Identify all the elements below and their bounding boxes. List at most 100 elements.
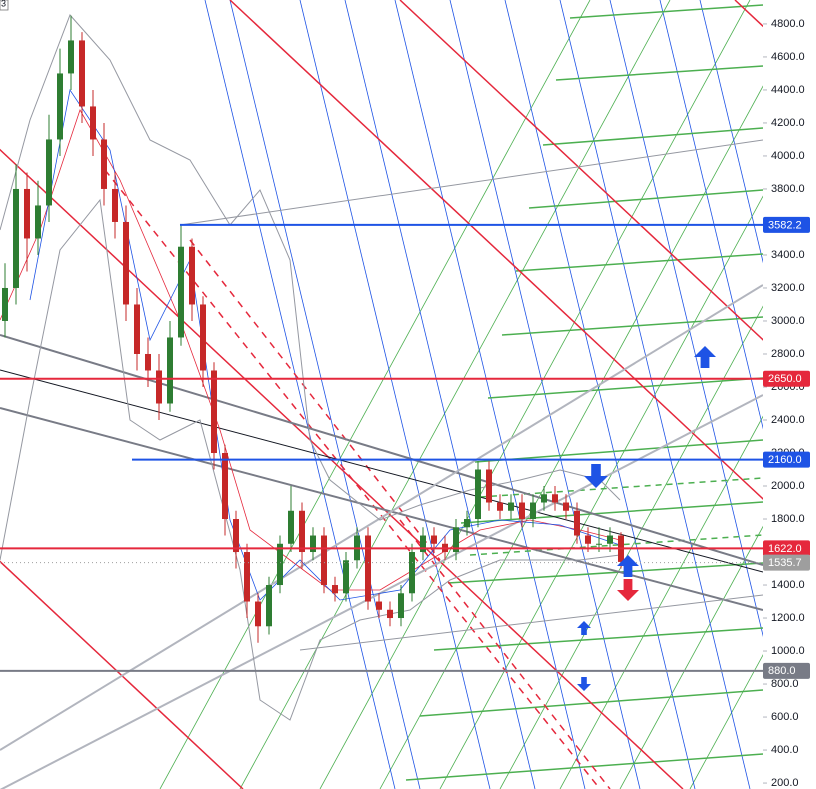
signal-arrow xyxy=(577,677,591,691)
indicator-line xyxy=(0,109,621,591)
candle-body xyxy=(35,205,41,239)
candle-body xyxy=(596,543,602,545)
trend-line xyxy=(659,0,816,650)
candle-body xyxy=(387,609,393,619)
trend-line xyxy=(542,127,764,146)
candle-body xyxy=(299,510,305,553)
trend-line xyxy=(0,560,244,789)
price-tag xyxy=(763,451,810,468)
corner-label: 3 xyxy=(1,0,6,8)
trend-line xyxy=(399,0,816,391)
price-tag-label: 3582.2 xyxy=(768,219,802,231)
candle-body xyxy=(145,353,151,371)
candle-body xyxy=(431,535,437,544)
trend-line xyxy=(460,501,764,524)
candle-body xyxy=(233,519,239,553)
y-tick-label: 600.0 xyxy=(771,711,799,723)
y-tick-label: 400.0 xyxy=(771,744,799,756)
axis-labels: 200.0 400.0 600.0 800.0 1000.0 1200.0 1400.0 16… xyxy=(763,18,810,789)
trend-line xyxy=(555,65,764,81)
trend-line xyxy=(569,4,764,19)
price-tag xyxy=(763,370,810,387)
candle-body xyxy=(277,543,283,586)
candle-body xyxy=(156,370,162,404)
trend-line xyxy=(179,139,764,226)
price-tag-label: 1535.7 xyxy=(768,557,802,569)
candle-body xyxy=(2,287,8,321)
trend-line xyxy=(344,0,536,789)
candle-body xyxy=(409,552,415,594)
y-tick-label: 4200.0 xyxy=(771,117,805,129)
y-tick-label: 1200.0 xyxy=(771,612,805,624)
signal-arrow xyxy=(577,621,591,635)
signal-arrow xyxy=(617,579,639,601)
corner-box xyxy=(0,0,9,11)
price-tag xyxy=(763,540,810,557)
candle-body xyxy=(530,502,536,520)
candle-body xyxy=(497,502,503,511)
price-tag xyxy=(763,216,810,233)
candles xyxy=(2,15,624,643)
price-tag xyxy=(763,662,810,679)
candle-body xyxy=(266,585,272,627)
candle-body xyxy=(13,188,19,288)
candle-body xyxy=(365,535,371,602)
candle-body xyxy=(123,221,129,305)
trend-line xyxy=(447,562,764,584)
price-tag-label: 2650.0 xyxy=(768,373,802,385)
candle-body xyxy=(607,535,613,544)
trend-line xyxy=(239,0,671,789)
candle-body xyxy=(189,246,195,305)
y-tick-label: 2400.0 xyxy=(771,414,805,426)
y-tick-label: 1400.0 xyxy=(771,579,805,591)
candle-body xyxy=(90,106,96,140)
candle-body xyxy=(288,510,294,544)
trend-line xyxy=(0,334,764,566)
candle-body xyxy=(343,560,349,594)
y-tick-label: 4600.0 xyxy=(771,51,805,63)
trend-line xyxy=(559,0,751,789)
trend-line xyxy=(229,0,816,550)
trend-line xyxy=(204,0,396,789)
indicator-line xyxy=(0,198,621,721)
y-tick-label: 3000.0 xyxy=(771,315,805,327)
trend-line xyxy=(0,394,764,789)
y-tick-label: 4800.0 xyxy=(771,18,805,30)
candle-body xyxy=(24,188,30,239)
price-tag xyxy=(763,554,810,571)
y-tick-label: 4400.0 xyxy=(771,84,805,96)
candle-body xyxy=(222,453,228,520)
candle-body xyxy=(585,535,591,544)
candle-body xyxy=(508,502,514,511)
price-tag-label: 2160.0 xyxy=(768,454,802,466)
candle-body xyxy=(332,585,338,594)
y-tick-label: 1000.0 xyxy=(771,645,805,657)
y-tick-label: 3200.0 xyxy=(771,282,805,294)
price-levels xyxy=(0,223,763,672)
candle-body xyxy=(486,469,492,503)
trend-line xyxy=(104,169,601,789)
y-tick-label: 3400.0 xyxy=(771,249,805,261)
candle-body xyxy=(574,510,580,536)
trend-line xyxy=(487,377,764,399)
candle-body xyxy=(101,139,107,189)
trend-line xyxy=(433,627,764,651)
candle-body xyxy=(167,337,173,404)
signal-arrow xyxy=(617,555,639,577)
candle-body xyxy=(563,502,569,511)
y-tick-label: 800.0 xyxy=(771,678,799,690)
trend-line xyxy=(504,0,696,789)
candle-body xyxy=(464,519,470,528)
candle-body xyxy=(79,40,85,107)
trend-line xyxy=(0,407,764,611)
candle-body xyxy=(552,494,558,503)
candle-body xyxy=(541,494,547,503)
signal-arrow xyxy=(694,346,716,368)
price-tag-label: 1622.0 xyxy=(768,543,802,555)
indicator-line xyxy=(0,14,621,521)
trend-line xyxy=(0,284,764,751)
